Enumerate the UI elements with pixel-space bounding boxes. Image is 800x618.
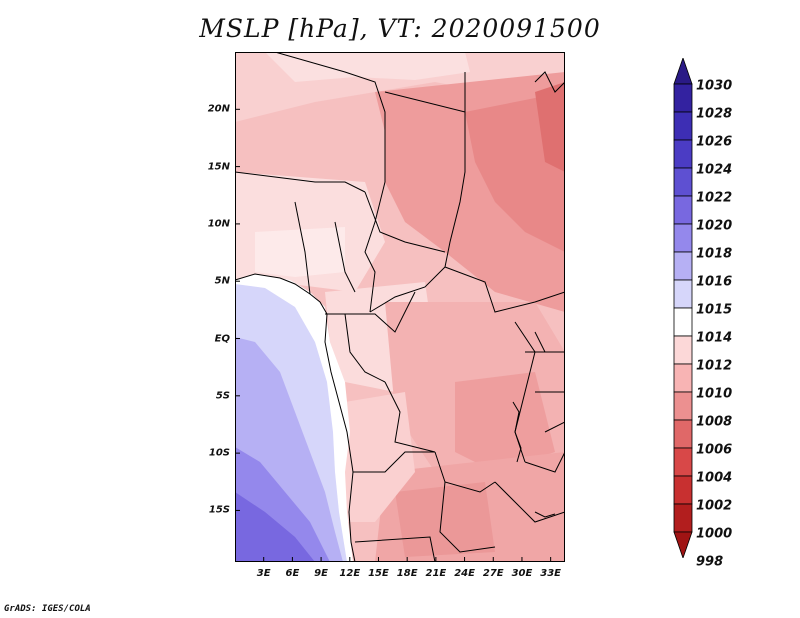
colorbar-level-label: 1024 — [696, 162, 733, 178]
colorbar-swatch — [673, 363, 693, 393]
colorbar-swatch — [673, 251, 693, 281]
pressure-coast-light — [255, 227, 345, 277]
x-tick-label: 6E — [285, 568, 300, 579]
colorbar-swatch — [673, 139, 693, 169]
pressure-lakes-low — [455, 372, 555, 472]
colorbar-level-label: 1018 — [696, 246, 733, 262]
colorbar-level-label: 1004 — [696, 470, 733, 486]
colorbar-swatch — [673, 223, 693, 253]
colorbar-level-label: 1014 — [696, 330, 733, 346]
tick-marks — [235, 108, 552, 562]
colorbar-level-label: 1030 — [696, 78, 733, 94]
colorbar-swatch — [673, 195, 693, 225]
y-tick-label: 10N — [207, 218, 230, 230]
colorbar-swatch — [673, 475, 693, 505]
colorbar-top-triangle — [673, 58, 693, 85]
colorbar-level-label: 1010 — [696, 386, 733, 402]
colorbar-swatch — [673, 83, 693, 113]
x-tick-label: 30E — [511, 568, 533, 579]
x-tick-label: 12E — [339, 568, 361, 579]
y-tick-label: 15S — [208, 504, 230, 516]
x-tick-label: 3E — [256, 568, 271, 579]
colorbar-level-label: 1022 — [696, 190, 733, 206]
mslp-map — [235, 52, 565, 562]
x-tick-label: 33E — [540, 568, 562, 579]
colorbar-swatches — [673, 58, 693, 558]
colorbar-level-label: 998 — [696, 554, 724, 570]
y-tick-label: 5S — [215, 390, 230, 402]
y-tick-label: EQ — [214, 333, 230, 345]
ocean-1020 — [235, 492, 315, 562]
colorbar-level-label: 1016 — [696, 274, 733, 290]
colorbar-swatch — [673, 111, 693, 141]
x-tick-label: 24E — [454, 568, 475, 579]
pressure-low-northeast — [465, 92, 565, 252]
colorbar-swatch — [673, 279, 693, 309]
colorbar-swatch — [673, 307, 693, 337]
x-tick-label: 21E — [425, 568, 447, 579]
colorbar-bottom-triangle — [673, 531, 693, 558]
colorbar-swatch — [673, 335, 693, 365]
map-frame-border — [235, 52, 565, 562]
pressure-south-low — [395, 482, 495, 557]
colorbar-level-label: 1015 — [696, 302, 733, 318]
credit-text: GrADS: IGES/COLA — [4, 604, 91, 614]
chart-title: MSLP [hPa], VT: 2020091500 — [199, 14, 601, 43]
borders — [235, 52, 565, 562]
x-tick-label: 9E — [314, 568, 328, 579]
colorbar-swatch — [673, 503, 693, 533]
colorbar-level-label: 1006 — [696, 442, 733, 458]
colorbar-level-label: 1020 — [696, 218, 733, 234]
colorbar-level-label: 1002 — [696, 498, 733, 514]
map-svg — [235, 52, 565, 562]
colorbar-level-label: 1000 — [696, 526, 733, 542]
x-tick-label: 15E — [368, 568, 389, 579]
pressure-band-north-light — [265, 52, 470, 82]
colorbar-level-label: 1028 — [696, 106, 733, 122]
colorbar-level-label: 1012 — [696, 358, 733, 374]
colorbar — [673, 58, 693, 558]
pressure-low-redsea — [535, 82, 565, 172]
colorbar-swatch — [673, 167, 693, 197]
colorbar-swatch — [673, 419, 693, 449]
x-tick-label: 18E — [396, 568, 418, 579]
colorbar-level-label: 1026 — [696, 134, 733, 150]
colorbar-swatch — [673, 447, 693, 477]
y-tick-label: 15N — [207, 161, 230, 173]
x-tick-label: 27E — [482, 568, 504, 579]
y-tick-label: 10S — [208, 447, 230, 459]
y-tick-label: 20N — [207, 103, 230, 115]
colorbar-swatch — [673, 391, 693, 421]
colorbar-level-label: 1008 — [696, 414, 733, 430]
y-tick-label: 5N — [214, 275, 230, 287]
